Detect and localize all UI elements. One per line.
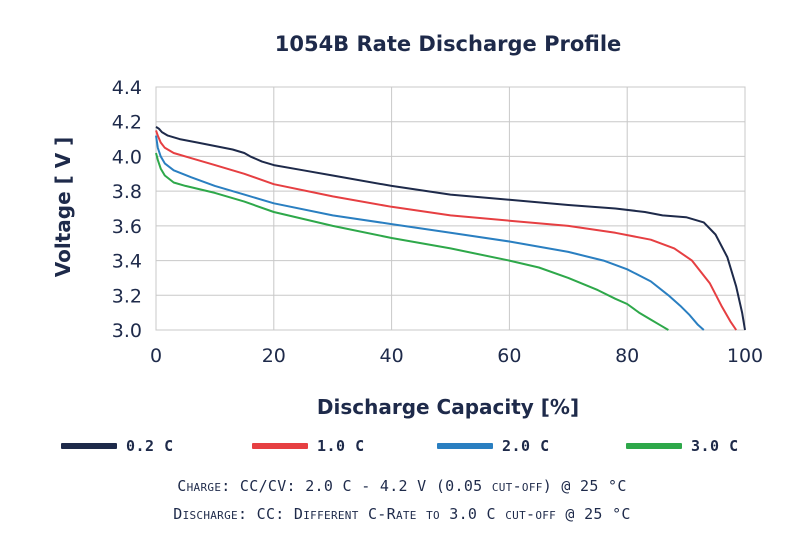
x-tick-label: 20 (262, 345, 286, 367)
legend-label: 3.0 C (691, 437, 739, 455)
y-tick-label: 3.2 (112, 285, 142, 307)
y-tick-label: 3.0 (112, 320, 142, 342)
discharge-note: Discharge: CC: Different C-Rate to 3.0 C… (173, 505, 631, 523)
legend-swatch (437, 443, 493, 449)
x-tick-label: 60 (497, 345, 521, 367)
legend-item-2: 2.0 C (437, 437, 550, 455)
legend-item-3: 3.0 C (626, 437, 739, 455)
charge-note: Charge: CC/CV: 2.0 C - 4.2 V (0.05 cut-o… (177, 477, 627, 495)
grid (155, 86, 746, 331)
legend-item-0: 0.2 C (61, 437, 174, 455)
series-line-1 (155, 130, 738, 331)
series-line-2 (155, 135, 705, 331)
legend-swatch (252, 443, 308, 449)
x-tick-label: 80 (615, 345, 639, 367)
chart-title: 1054B Rate Discharge Profile (275, 32, 622, 56)
legend-label: 0.2 C (126, 437, 174, 455)
x-tick-label: 100 (727, 345, 763, 367)
legend-label: 1.0 C (317, 437, 365, 455)
discharge-chart: 1054B Rate Discharge Profile 3.03.23.43.… (51, 32, 763, 419)
x-tick-labels: 0 20 40 60 80 100 (150, 345, 763, 367)
legend: 0.2 C 1.0 C 2.0 C 3.0 C (0, 437, 804, 457)
series-line-3 (155, 152, 669, 331)
y-axis-label: Voltage [ V ] (51, 137, 75, 278)
y-tick-label: 4.0 (112, 146, 142, 168)
x-axis-label: Discharge Capacity [%] (317, 395, 579, 419)
x-tick-label: 40 (380, 345, 404, 367)
y-tick-labels: 3.0 3.2 3.4 3.6 3.8 4.0 4.2 4.4 (112, 77, 142, 342)
y-tick-label: 3.6 (112, 216, 142, 238)
series-lines (155, 126, 746, 331)
y-tick-label: 3.4 (112, 251, 142, 273)
plot-frame (155, 86, 746, 331)
series-line-0 (155, 126, 746, 331)
legend-swatch (61, 443, 117, 449)
y-tick-label: 4.2 (112, 112, 142, 134)
legend-item-1: 1.0 C (252, 437, 365, 455)
y-tick-label: 4.4 (112, 77, 142, 99)
x-tick-label: 0 (150, 345, 162, 367)
y-tick-label: 3.8 (112, 181, 142, 203)
legend-label: 2.0 C (502, 437, 550, 455)
legend-swatch (626, 443, 682, 449)
